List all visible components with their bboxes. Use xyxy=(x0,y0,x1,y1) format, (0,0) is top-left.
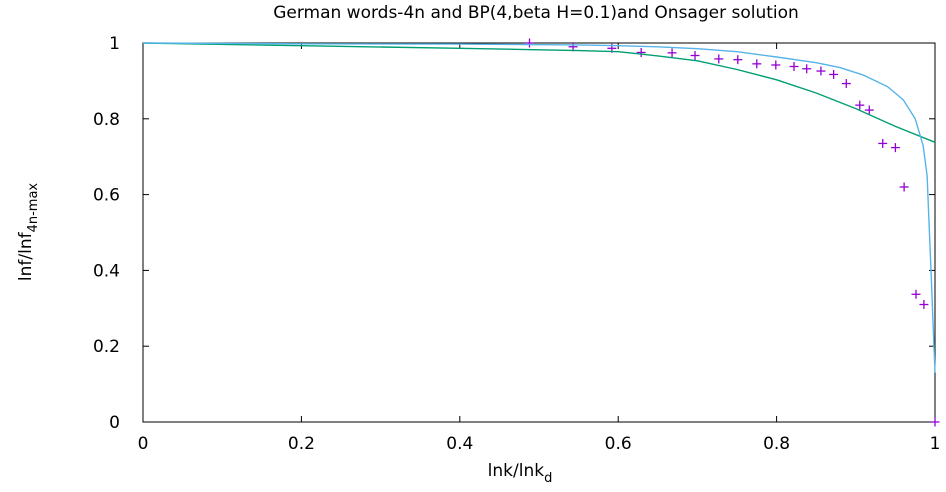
y-tick-label: 1 xyxy=(109,34,120,54)
data-point xyxy=(919,300,929,310)
data-point xyxy=(878,138,888,148)
y-tick-label: 0 xyxy=(109,413,120,433)
data-point xyxy=(667,48,677,58)
plot-frame xyxy=(142,42,936,423)
y-tick-label: 0.6 xyxy=(93,186,120,206)
y-axis-label-subscript: 4n-max xyxy=(26,183,41,233)
data-point xyxy=(864,105,874,115)
chart-title: German words-4n and BP(4,beta H=0.1)and … xyxy=(273,3,799,23)
data-point xyxy=(524,38,534,48)
series-line-2 xyxy=(142,42,936,373)
data-point xyxy=(789,61,799,71)
data-point xyxy=(911,289,921,299)
series-layer xyxy=(142,38,940,427)
y-axis-label: lnf/lnf4n-max xyxy=(16,183,41,282)
x-axis-label-subscript: d xyxy=(544,471,552,486)
data-point xyxy=(930,417,940,427)
series-line-1 xyxy=(142,42,936,143)
x-tick-label: 0.2 xyxy=(288,434,315,454)
x-tick-label: 0 xyxy=(138,434,149,454)
x-tick-label: 0.8 xyxy=(763,434,790,454)
y-tick-label: 0.2 xyxy=(93,337,120,357)
data-point xyxy=(890,143,900,153)
data-point xyxy=(752,59,762,69)
data-point xyxy=(841,79,851,89)
data-point xyxy=(690,51,700,61)
data-point xyxy=(771,60,781,70)
data-point xyxy=(899,182,909,192)
data-point xyxy=(714,54,724,64)
x-tick-label: 0.6 xyxy=(605,434,632,454)
data-point xyxy=(816,66,826,76)
x-tick-label: 0.4 xyxy=(446,434,473,454)
y-tick-label: 0.8 xyxy=(93,110,120,130)
x-axis-label: lnk/lnkd xyxy=(488,461,553,486)
x-tick-label: 1 xyxy=(930,434,941,454)
data-point xyxy=(855,100,865,110)
y-tick-label: 0.4 xyxy=(93,261,120,281)
data-point xyxy=(733,55,743,65)
axis-ticks: 0 0.2 0.4 0.6 0.8 1 0 0.2 0.4 0.6 0.8 1 xyxy=(93,34,940,454)
data-point xyxy=(829,69,839,79)
y-axis-label-main: lnf/lnf xyxy=(16,231,36,281)
data-point xyxy=(802,64,812,74)
x-axis-label-main: lnk/lnk xyxy=(488,461,545,481)
data-point xyxy=(636,47,646,57)
